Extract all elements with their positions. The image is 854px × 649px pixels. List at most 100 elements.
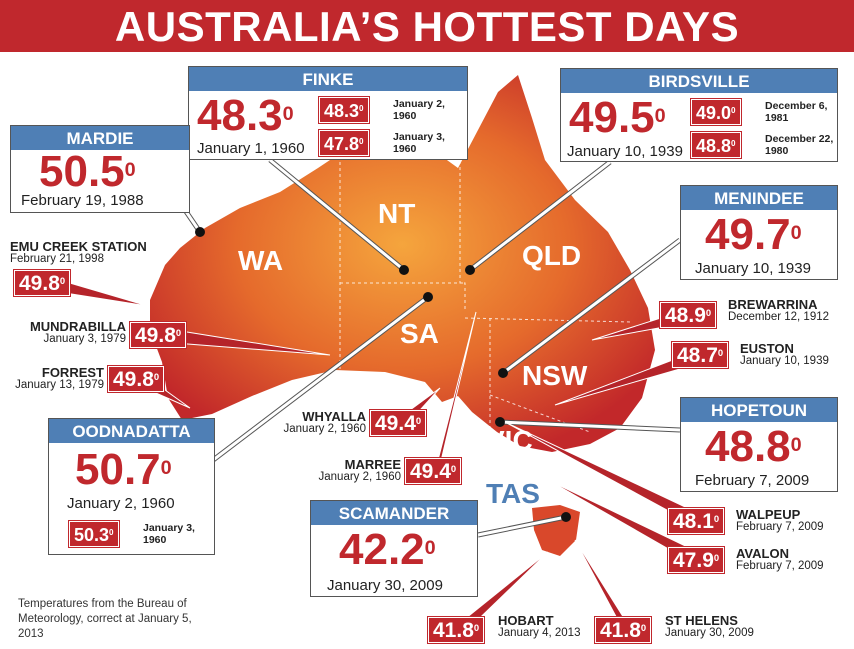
location-name: ST HELENS — [665, 613, 738, 628]
callout-mardie: MARDIE 50.50 February 19, 1988 — [10, 125, 190, 213]
location-name: MARREE — [344, 457, 401, 472]
record-date: January 2, 1960 — [67, 495, 175, 512]
degree-mark: 0 — [424, 537, 436, 559]
degree-mark: 0 — [450, 464, 457, 475]
record-temperature: 49.50 — [569, 93, 666, 142]
record-temperature: 48.80 — [705, 422, 802, 471]
degree-mark: 0 — [109, 528, 114, 537]
callout-finke: FINKE 48.30 January 1, 1960 48.30 January 2,… — [188, 66, 468, 160]
state-label-nt: NT — [378, 198, 416, 229]
callout-birdsville: BIRDSVILLE 49.50 January 10, 1939 49.00 Dece… — [560, 68, 838, 162]
location-date: February 7, 2009 — [736, 560, 824, 572]
location-name: BREWARRINA — [728, 297, 818, 312]
state-label-qld: QLD — [522, 240, 582, 271]
secondary-temperature: 49.00 — [690, 98, 742, 126]
location-label-emu: EMU CREEK STATION February 21, 1998 — [10, 240, 147, 266]
degree-mark: 0 — [713, 553, 720, 564]
secondary-temperature: 47.80 — [318, 129, 370, 157]
location-date: February 21, 1998 — [10, 253, 104, 265]
temperature-tag-emu: 49.80 — [12, 269, 72, 297]
location-name: FORREST — [41, 365, 104, 380]
tasmania-outline — [532, 505, 580, 556]
connector-line-finke — [269, 158, 405, 272]
state-label-wa: WA — [238, 245, 284, 276]
degree-mark: 0 — [359, 104, 364, 113]
temperature-tag-walpeup: 48.10 — [666, 507, 726, 535]
location-dot-hopetoun — [495, 417, 505, 427]
state-label-vic: VIC — [486, 425, 533, 456]
degree-mark: 0 — [731, 139, 736, 148]
temperature-tag-brewarrina: 48.90 — [658, 301, 718, 329]
station-name: MARDIE — [11, 126, 189, 150]
station-name: SCAMANDER — [311, 501, 477, 525]
location-date: January 4, 2013 — [498, 627, 581, 639]
location-dot-finke — [399, 265, 409, 275]
location-date: February 7, 2009 — [736, 521, 824, 533]
record-date: January 1, 1960 — [197, 140, 305, 157]
secondary-date: December 6, 1981 — [765, 100, 828, 124]
secondary-temperature: 48.30 — [318, 96, 370, 124]
degree-mark: 0 — [790, 222, 802, 244]
source-note: Temperatures from the Bureau of Meteorol… — [18, 598, 192, 640]
record-temperature: 42.20 — [339, 525, 436, 574]
record-temperature: 50.50 — [39, 147, 136, 196]
temperature-tag-marree: 49.40 — [403, 457, 463, 485]
connector-line-oodnadatta — [199, 295, 429, 472]
record-temperature: 49.70 — [705, 210, 802, 259]
callout-scamander: SCAMANDER 42.20 January 30, 2009 — [310, 500, 478, 597]
record-date: January 30, 2009 — [327, 577, 443, 594]
callout-oodnadatta: OODNADATTA 50.70 January 2, 1960 50.30 Janua… — [48, 418, 215, 555]
location-date: January 30, 2009 — [665, 627, 754, 639]
location-name: MUNDRABILLA — [29, 319, 126, 334]
temperature-tag-avalon: 47.90 — [666, 546, 726, 574]
location-name: WHYALLA — [302, 409, 366, 424]
location-label-brewarrina: BREWARRINA December 12, 1912 — [728, 298, 829, 324]
temperature-tag-hobart: 41.80 — [426, 616, 486, 644]
secondary-date: January 3, 1960 — [393, 131, 445, 155]
location-date: December 12, 1912 — [728, 311, 830, 323]
callout-menindee: MENINDEE 49.70 January 10, 1939 — [680, 185, 838, 280]
connector-line-menindee — [502, 238, 681, 375]
location-label-euston: EUSTON January 10, 1939 — [740, 342, 829, 368]
temperature-tag-sthelens: 41.80 — [593, 616, 653, 644]
degree-mark: 0 — [282, 103, 294, 125]
record-date: January 10, 1939 — [695, 260, 811, 277]
callout-connectors — [45, 158, 705, 639]
location-label-whyalla: WHYALLA January 2, 1960 — [284, 410, 366, 436]
connector-line-hopetoun — [499, 420, 681, 432]
temperature-tag-euston: 48.70 — [670, 341, 730, 369]
temperature-tag-forrest: 49.80 — [106, 365, 166, 393]
degree-mark: 0 — [731, 106, 736, 115]
secondary-date: December 22, 1980 — [765, 133, 834, 157]
location-label-avalon: AVALON February 7, 2009 — [736, 547, 824, 573]
degree-mark: 0 — [717, 348, 724, 359]
secondary-temperature: 48.80 — [690, 131, 742, 159]
location-dot-mardie — [195, 227, 205, 237]
degree-mark: 0 — [654, 105, 666, 127]
location-dot-scamander — [561, 512, 571, 522]
location-dot-birdsville — [465, 265, 475, 275]
station-name: FINKE — [189, 67, 467, 91]
location-name: HOBART — [498, 613, 554, 628]
degree-mark: 0 — [705, 308, 712, 319]
secondary-date: January 2, 1960 — [393, 98, 445, 122]
location-date: January 13, 1979 — [15, 379, 104, 391]
callout-hopetoun: HOPETOUN 48.80 February 7, 2009 — [680, 397, 838, 492]
degree-mark: 0 — [153, 372, 160, 383]
mainland-outline — [150, 75, 655, 452]
degree-mark: 0 — [473, 623, 480, 634]
degree-mark: 0 — [790, 434, 802, 456]
location-label-walpeup: WALPEUP February 7, 2009 — [736, 508, 824, 534]
degree-mark: 0 — [359, 137, 364, 146]
station-name: HOPETOUN — [681, 398, 837, 422]
secondary-temperature: 50.30 — [68, 520, 120, 548]
record-temperature: 48.30 — [197, 91, 294, 140]
station-name: OODNADATTA — [49, 419, 214, 443]
degree-mark: 0 — [59, 276, 66, 287]
temperature-tag-mundrabilla: 49.80 — [128, 321, 188, 349]
state-label-sa: SA — [400, 318, 439, 349]
degree-mark: 0 — [124, 159, 136, 181]
location-date: January 10, 1939 — [740, 355, 829, 367]
location-date: January 3, 1979 — [43, 333, 126, 345]
